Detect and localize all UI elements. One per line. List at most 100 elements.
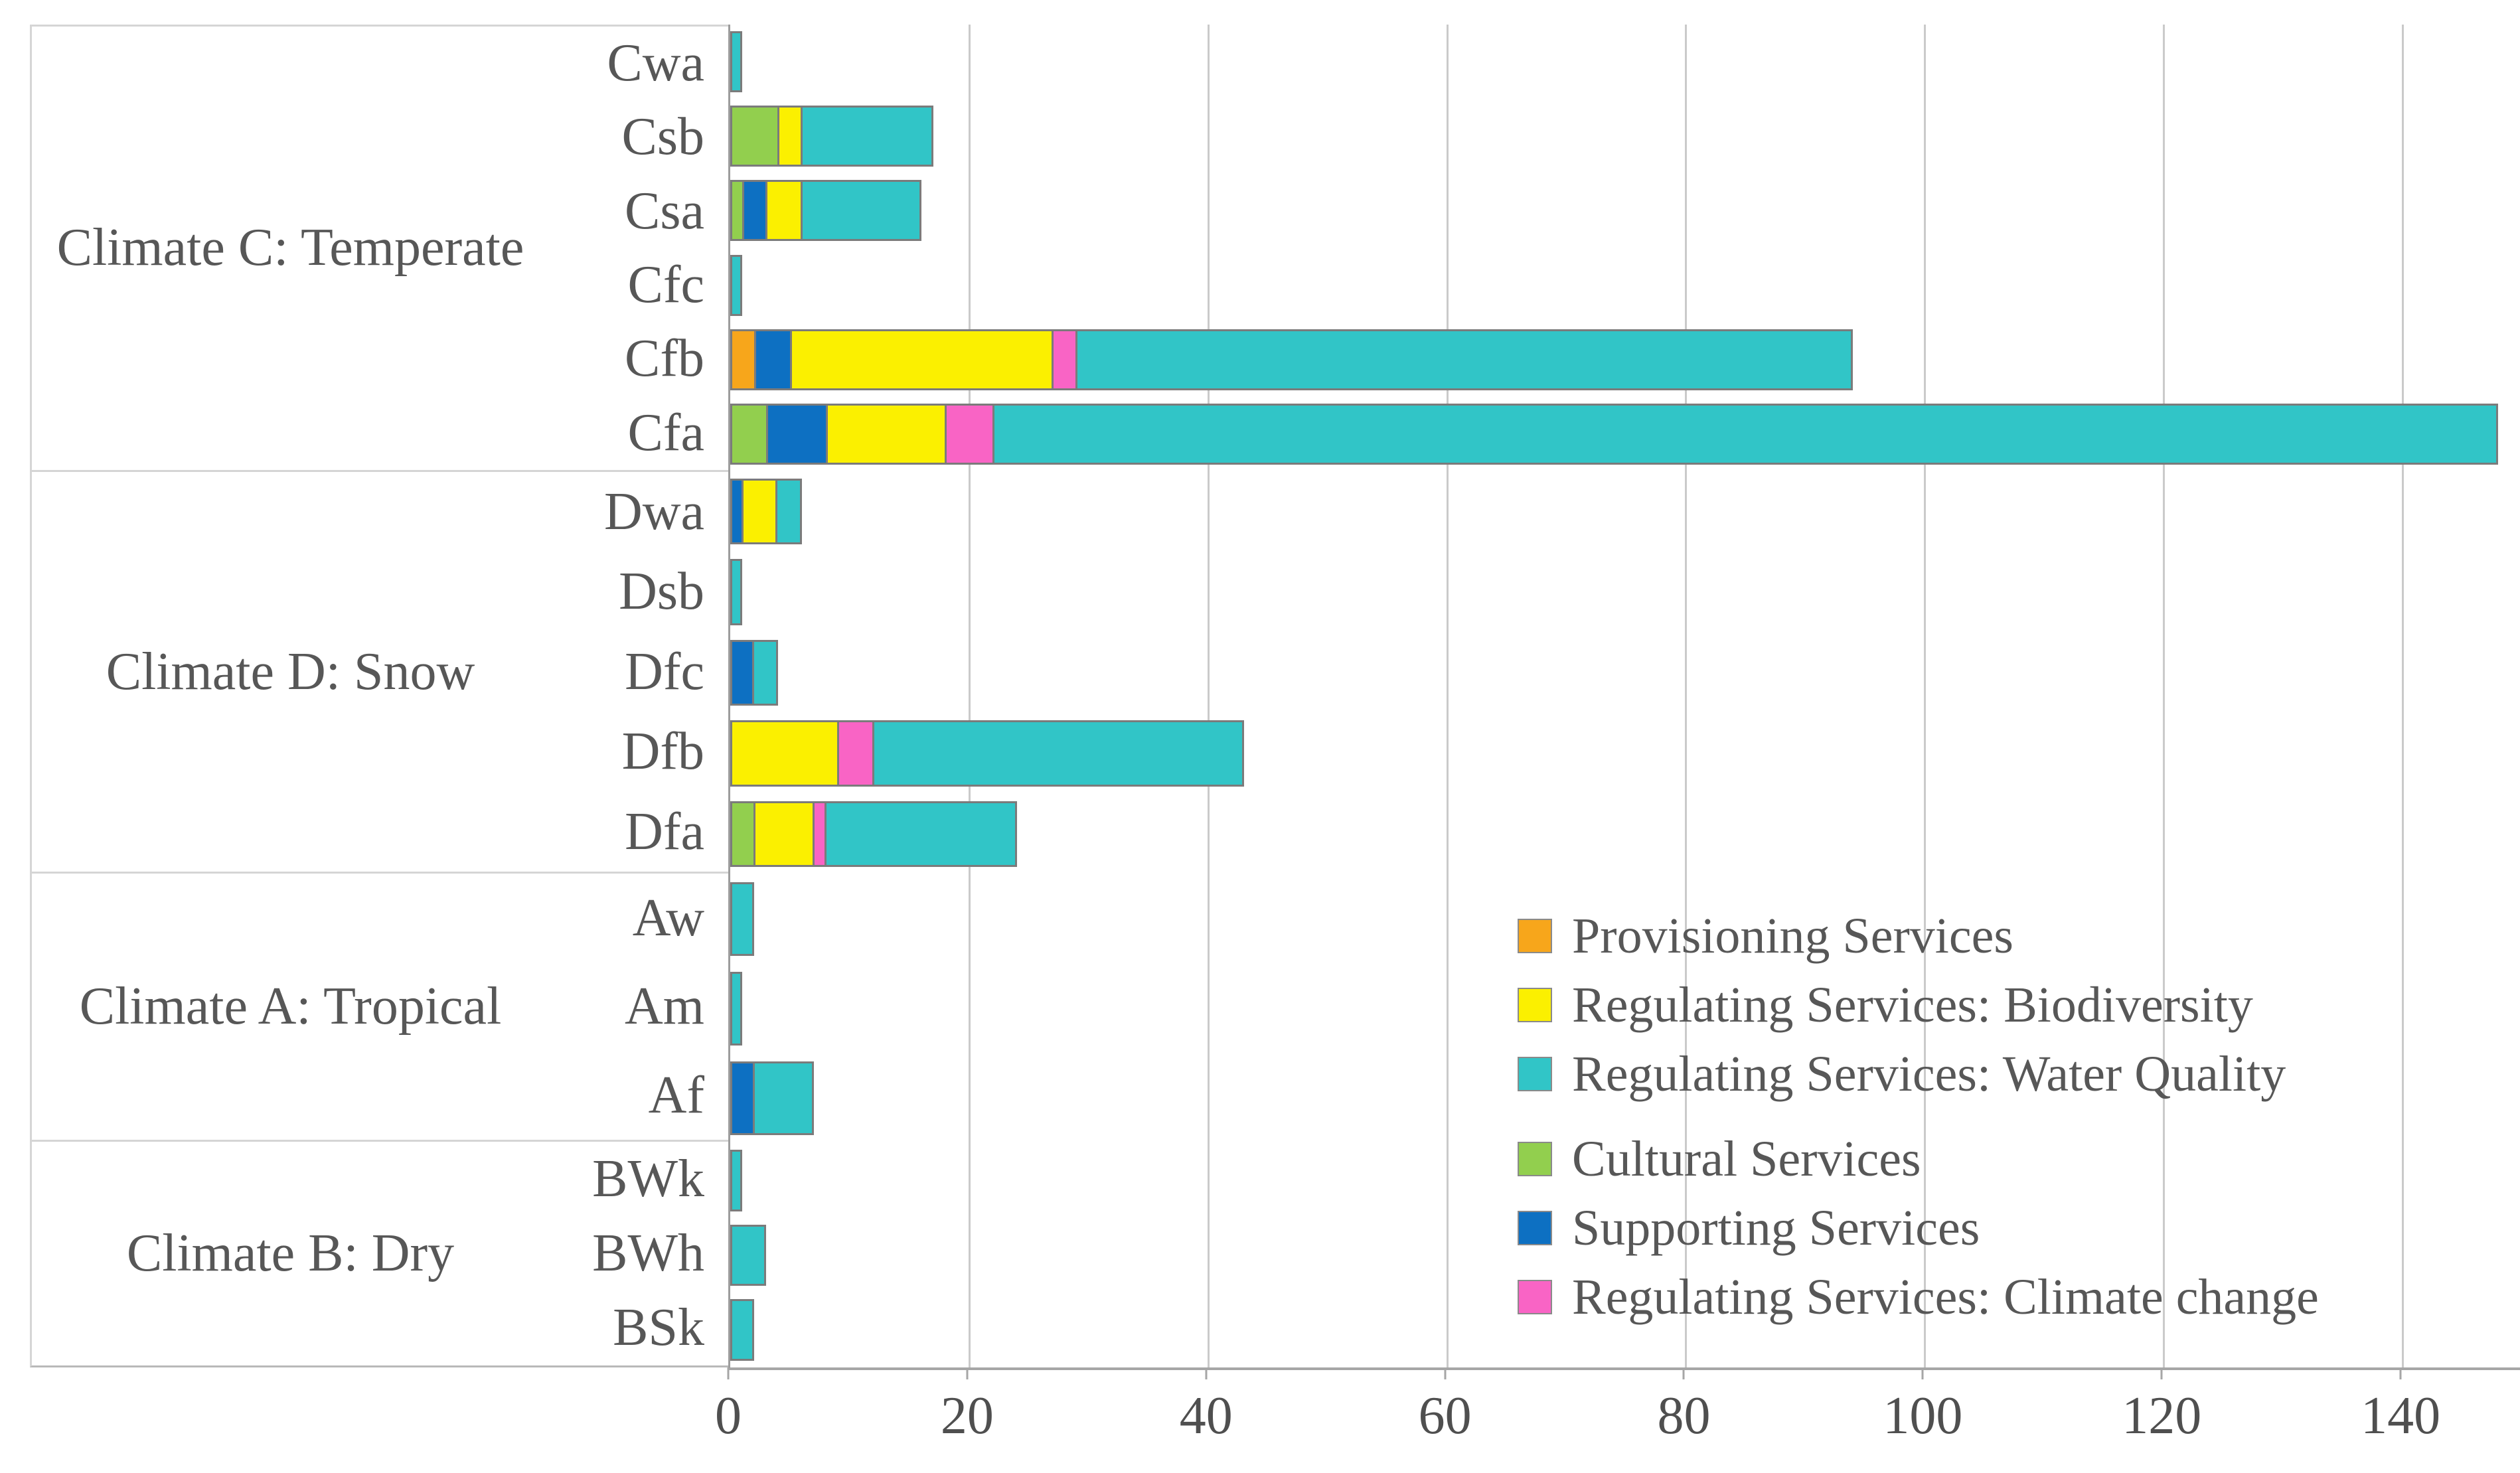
bar-row xyxy=(730,1143,2520,1218)
bar-segment-water_quality xyxy=(732,33,740,91)
bar-segment-biodiversity xyxy=(779,108,803,165)
x-tick-label-80: 80 xyxy=(1657,1387,1711,1445)
stacked-bar-Af xyxy=(730,1061,814,1135)
bars-layer xyxy=(730,25,2520,1367)
bar-group xyxy=(730,471,2520,874)
bar-row xyxy=(730,99,2520,173)
plot-area xyxy=(728,25,2520,1370)
bar-segment-water_quality xyxy=(777,480,800,543)
x-axis: 0 20 40 60 80 100 120 140 xyxy=(715,1367,2520,1460)
bar-segment-biodiversity xyxy=(732,722,839,785)
bar-row xyxy=(730,471,2520,552)
bar-row xyxy=(730,964,2520,1053)
bar-row xyxy=(730,874,2520,964)
row-label: Cfa xyxy=(627,403,704,462)
bar-segment-water_quality xyxy=(732,256,740,314)
bar-segment-climate_change xyxy=(815,803,827,866)
legend-swatch-provisioning xyxy=(1518,919,1552,953)
x-tick-label-0: 0 xyxy=(715,1387,742,1445)
stacked-bar-Dfb xyxy=(730,720,1244,787)
bar-segment-water_quality xyxy=(755,1063,812,1133)
bar-segment-supporting xyxy=(732,641,754,704)
stacked-bar-Cfa xyxy=(730,403,2498,465)
bar-row xyxy=(730,397,2520,471)
bar-segment-water_quality xyxy=(732,974,740,1044)
legend-label-supporting: Supporting Services xyxy=(1572,1200,1980,1256)
stacked-bar-Dwa xyxy=(730,478,802,545)
bar-segment-cultural xyxy=(732,803,756,866)
bar-segment-water_quality xyxy=(732,561,740,623)
row-label: Cfc xyxy=(627,256,704,315)
bar-segment-biodiversity xyxy=(755,803,815,866)
stacked-bar-Dsb xyxy=(730,559,742,625)
bar-segment-supporting xyxy=(744,182,767,240)
x-tick-mark-100 xyxy=(1921,1367,1924,1379)
row-label: Cfb xyxy=(625,329,704,388)
bar-row xyxy=(730,1292,2520,1367)
bar-row xyxy=(730,552,2520,632)
legend-label-provisioning: Provisioning Services xyxy=(1572,907,2013,964)
bar-segment-biodiversity xyxy=(767,182,803,240)
group-label: Climate C: Temperate xyxy=(56,218,524,277)
gridline-60 xyxy=(1446,25,1449,1367)
bar-segment-water_quality xyxy=(732,1152,740,1209)
x-tick-mark-40 xyxy=(1205,1367,1208,1379)
legend-label-climate_change: Regulating Services: Climate change xyxy=(1572,1269,2319,1325)
bar-segment-supporting xyxy=(732,480,744,543)
x-tick-mark-140 xyxy=(2399,1367,2402,1379)
bar-segment-water_quality xyxy=(802,182,919,240)
legend-label-water_quality: Regulating Services: Water Quality xyxy=(1572,1046,2286,1102)
row-label: Dfb xyxy=(621,722,704,781)
x-tick-mark-20 xyxy=(966,1367,969,1379)
gridline-140 xyxy=(2402,25,2404,1367)
gridline-100 xyxy=(1924,25,1927,1367)
bar-group xyxy=(730,25,2520,471)
row-label: BWh xyxy=(592,1223,704,1282)
row-labels: Dwa Dsb Dfc Dfb Dfa xyxy=(549,472,728,872)
legend-item-provisioning: Provisioning Services xyxy=(1518,901,2319,970)
group-section: Climate C: Temperate Cwa Csb Csa Cfc Cfb Cfa xyxy=(32,27,728,472)
bar-segment-biodiversity xyxy=(827,405,947,463)
category-label-box: Climate C: Temperate Cwa Csb Csa Cfc Cfb Cfa Cl… xyxy=(30,25,728,1367)
bar-row xyxy=(730,248,2520,323)
stacked-bar-Cfb xyxy=(730,329,1853,390)
row-label: BWk xyxy=(592,1149,704,1208)
stacked-bar-Dfa xyxy=(730,801,1017,868)
row-label: Dfa xyxy=(625,802,704,861)
group-section: Climate A: Tropical Aw Am Af xyxy=(32,874,728,1142)
gridline-120 xyxy=(2163,25,2166,1367)
legend-label-cultural: Cultural Services xyxy=(1572,1130,1921,1187)
bar-segment-supporting xyxy=(732,1063,755,1133)
row-label: Aw xyxy=(632,888,704,947)
legend-item-supporting: Supporting Services xyxy=(1518,1194,2319,1263)
legend-cluster: Cultural Services Supporting Services Regu… xyxy=(1518,1124,2319,1332)
legend-swatch-biodiversity xyxy=(1518,988,1552,1022)
legend-item-water_quality: Regulating Services: Water Quality xyxy=(1518,1040,2319,1109)
bar-segment-cultural xyxy=(732,405,768,463)
stacked-bar-Aw xyxy=(730,882,754,956)
x-tick-label-120: 120 xyxy=(2122,1387,2202,1445)
x-tick-mark-120 xyxy=(2160,1367,2163,1379)
x-tick-label-60: 60 xyxy=(1418,1387,1472,1445)
bar-row xyxy=(730,1053,2520,1143)
legend-swatch-water_quality xyxy=(1518,1057,1552,1091)
row-labels: Aw Am Af xyxy=(549,874,728,1140)
bar-segment-water_quality xyxy=(732,1301,752,1359)
legend-label-biodiversity: Regulating Services: Biodiversity xyxy=(1572,976,2253,1033)
stacked-bar-BWk xyxy=(730,1150,742,1211)
x-tick-label-40: 40 xyxy=(1179,1387,1233,1445)
bar-segment-water_quality xyxy=(1077,331,1851,388)
x-tick-label-20: 20 xyxy=(940,1387,994,1445)
group-section: Climate D: Snow Dwa Dsb Dfc Dfb Dfa xyxy=(32,472,728,874)
row-label: Cwa xyxy=(607,34,704,93)
bar-segment-water_quality xyxy=(874,722,1242,785)
bar-segment-provisioning xyxy=(732,331,756,388)
gridline-40 xyxy=(1207,25,1210,1367)
row-label: Dwa xyxy=(603,482,704,541)
stacked-bar-Cfc xyxy=(730,254,742,316)
bar-segment-water_quality xyxy=(826,803,1015,866)
group-label: Climate B: Dry xyxy=(126,1224,455,1282)
stacked-bar-Csb xyxy=(730,106,933,167)
bar-row xyxy=(730,633,2520,713)
